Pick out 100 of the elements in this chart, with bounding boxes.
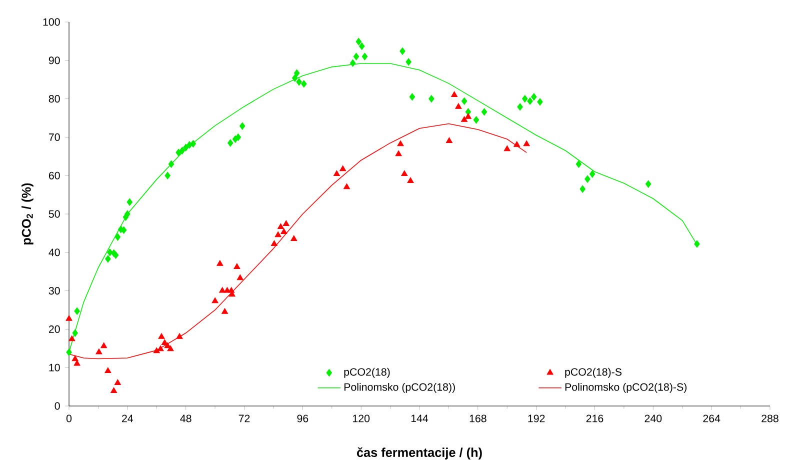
point <box>179 146 186 154</box>
point <box>362 52 368 60</box>
point <box>190 140 196 148</box>
point <box>504 145 510 152</box>
point <box>100 342 108 348</box>
point <box>176 333 183 339</box>
point <box>110 387 118 394</box>
point <box>461 116 468 122</box>
point <box>164 172 170 180</box>
legend-label: pCO2(18) <box>344 368 390 378</box>
point <box>343 183 350 190</box>
y-tick-label: 70 <box>48 133 60 141</box>
point <box>589 170 596 178</box>
point <box>282 220 290 226</box>
point <box>397 140 404 146</box>
point <box>576 160 582 168</box>
point <box>66 315 72 321</box>
x-tick-label: 24 <box>122 414 134 422</box>
point <box>296 78 302 86</box>
point <box>216 260 224 266</box>
point <box>409 93 416 101</box>
point <box>333 170 340 176</box>
point <box>694 240 700 248</box>
point <box>358 42 365 50</box>
point <box>66 348 72 356</box>
x-tick-label: 72 <box>238 414 250 422</box>
point <box>126 198 132 206</box>
point <box>451 91 458 97</box>
point <box>531 93 537 101</box>
x-axis-title: čas fermentacije / (h) <box>357 447 482 460</box>
point <box>105 255 111 263</box>
x-tick-label: 96 <box>297 414 308 422</box>
point <box>580 185 586 193</box>
x-tick-label: 264 <box>703 414 720 422</box>
point <box>464 113 472 119</box>
point <box>294 69 300 77</box>
point <box>114 233 121 241</box>
y-tick-label: 50 <box>48 210 60 218</box>
point <box>523 140 530 146</box>
point <box>153 347 160 354</box>
point <box>212 297 218 304</box>
point <box>114 379 121 385</box>
point <box>182 144 189 152</box>
point <box>395 150 402 156</box>
point <box>158 333 165 339</box>
y-tick-label: 40 <box>48 248 60 256</box>
point <box>401 170 408 176</box>
point <box>406 58 412 66</box>
y-axis-title: pCO$_{2}$ / (%) <box>22 183 34 244</box>
point <box>68 335 76 342</box>
x-tick-label: 120 <box>353 414 370 422</box>
y-tick-label: 60 <box>48 172 60 180</box>
x-tick-label: 240 <box>644 414 662 422</box>
point <box>72 355 78 362</box>
point <box>645 180 652 188</box>
legend-label: Polinomsko (pCO2(18)) <box>344 382 455 393</box>
x-tick-label: 168 <box>470 414 486 422</box>
point <box>353 52 360 60</box>
point <box>164 342 171 348</box>
y-tick-label: 100 <box>43 18 60 26</box>
x-tick-label: 288 <box>762 414 778 422</box>
point <box>400 47 406 55</box>
point <box>74 307 80 315</box>
point <box>407 177 414 183</box>
point <box>481 108 488 116</box>
point <box>584 175 590 183</box>
y-tick-label: 80 <box>48 95 60 103</box>
point <box>350 59 356 67</box>
point <box>455 103 462 109</box>
x-tick-label: 48 <box>180 414 192 422</box>
y-tick-label: 0 <box>54 402 60 410</box>
point <box>176 148 182 156</box>
point <box>96 348 102 354</box>
point <box>356 38 362 46</box>
y-tick-label: 10 <box>49 364 60 372</box>
point <box>186 141 192 149</box>
legend-label: Polinomsko (pCO2(18)-S) <box>565 382 687 393</box>
point <box>428 95 434 103</box>
x-tick-label: 216 <box>586 414 604 422</box>
point <box>527 97 533 105</box>
point <box>280 228 288 234</box>
y-tick-label: 30 <box>48 287 60 295</box>
point <box>340 165 346 172</box>
point <box>522 95 528 103</box>
point <box>270 240 278 246</box>
legend-label: pCO2(18)-S <box>565 368 622 378</box>
point <box>537 98 543 106</box>
point <box>167 345 174 352</box>
x-tick-label: 0 <box>66 414 72 422</box>
point <box>234 263 240 269</box>
point <box>517 103 523 111</box>
point <box>222 308 228 314</box>
point <box>74 360 80 366</box>
point <box>236 274 244 280</box>
x-tick-label: 144 <box>411 414 428 422</box>
point <box>446 137 452 144</box>
point <box>104 367 112 374</box>
point <box>168 160 174 168</box>
point <box>301 80 307 88</box>
point <box>235 133 242 141</box>
